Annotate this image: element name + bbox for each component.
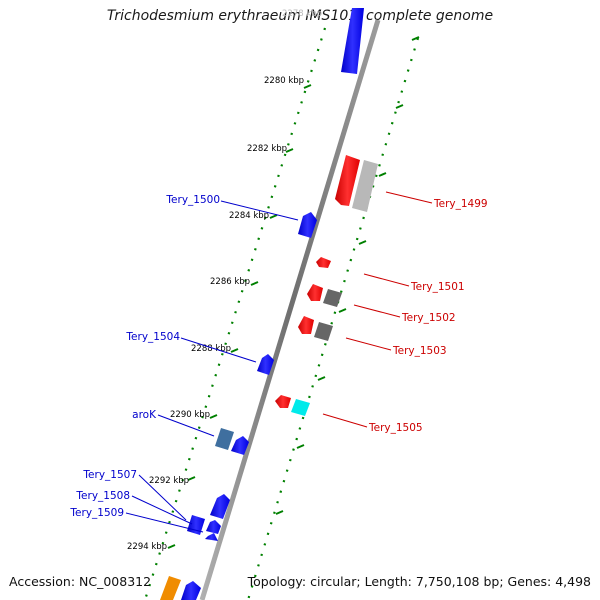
- tick-label: 2280 kbp: [264, 76, 304, 86]
- gene-label-tery-1504[interactable]: Tery_1504: [125, 331, 180, 343]
- gene-arrow[interactable]: [275, 395, 291, 408]
- tick-label: 2290 kbp: [170, 410, 210, 420]
- gene-grey[interactable]: [314, 322, 333, 341]
- gene-arrow[interactable]: [335, 155, 360, 206]
- label-leader: [125, 512, 204, 533]
- gene-arrow[interactable]: [316, 257, 331, 268]
- topology-text: Topology: circular; Length: 7,750,108 bp…: [247, 574, 591, 589]
- gene-cyan[interactable]: [291, 399, 310, 416]
- gene-label-tery-1499[interactable]: Tery_1499: [433, 198, 488, 210]
- gene-arrow[interactable]: [181, 581, 201, 600]
- left-dotted-track: [143, 27, 327, 600]
- reverse-genes: [275, 155, 360, 408]
- accession-text: Accession: NC_008312: [9, 574, 152, 589]
- label-leader: [353, 304, 401, 318]
- tick-label: 2292 kbp: [149, 476, 189, 486]
- label-leader: [157, 414, 215, 437]
- gene-label-tery-1505[interactable]: Tery_1505: [368, 422, 423, 434]
- genome-backbone: [199, 19, 381, 600]
- gene-arrow[interactable]: [341, 8, 364, 74]
- gene-label-tery-1501[interactable]: Tery_1501: [410, 281, 465, 293]
- tick-label: 2278 kbp: [282, 9, 322, 19]
- gene-arrow[interactable]: [210, 494, 230, 519]
- gene-arrow[interactable]: [231, 436, 249, 455]
- gene-arrow[interactable]: [307, 284, 323, 301]
- gene-arrow[interactable]: [205, 533, 218, 541]
- genome-title: Trichodesmium erythraeum IMS101, complet…: [106, 8, 494, 24]
- label-leader: [345, 337, 392, 351]
- tick-marks-right: [275, 36, 420, 515]
- gene-label-tery-1507[interactable]: Tery_1507: [82, 469, 137, 481]
- gene-label-tery-1502[interactable]: Tery_1502: [401, 312, 456, 324]
- label-leader: [322, 413, 368, 428]
- label-leader: [180, 337, 257, 363]
- label-leader: [138, 474, 187, 521]
- label-leader: [220, 200, 299, 221]
- right-dotted-track: [246, 37, 420, 600]
- label-leader: [131, 495, 193, 525]
- gene-arrow[interactable]: [160, 576, 181, 600]
- gene-arrow[interactable]: [187, 515, 205, 535]
- gene-arrow[interactable]: [257, 354, 274, 375]
- tick-label: 2288 kbp: [191, 344, 231, 354]
- gene-arok[interactable]: [215, 428, 234, 450]
- gene-grey[interactable]: [352, 160, 378, 212]
- tick-label: 2282 kbp: [247, 144, 287, 154]
- gene-arrow[interactable]: [206, 520, 221, 534]
- gene-arrow[interactable]: [298, 316, 314, 334]
- gene-grey[interactable]: [323, 289, 342, 307]
- label-leader: [385, 191, 433, 204]
- gene-arrow[interactable]: [298, 212, 317, 238]
- forward-genes: [181, 8, 364, 600]
- tick-marks: [167, 84, 312, 549]
- gene-label-tery-1503[interactable]: Tery_1503: [392, 345, 447, 357]
- gene-label-tery-1508[interactable]: Tery_1508: [75, 490, 130, 502]
- tick-label: 2286 kbp: [210, 277, 250, 287]
- label-leader: [363, 273, 410, 287]
- gene-label-arok[interactable]: aroK: [132, 409, 157, 421]
- gene-label-tery-1509[interactable]: Tery_1509: [69, 507, 124, 519]
- tick-label: 2284 kbp: [229, 211, 269, 221]
- gene-label-tery-1500[interactable]: Tery_1500: [165, 194, 220, 206]
- tick-label: 2294 kbp: [127, 542, 167, 552]
